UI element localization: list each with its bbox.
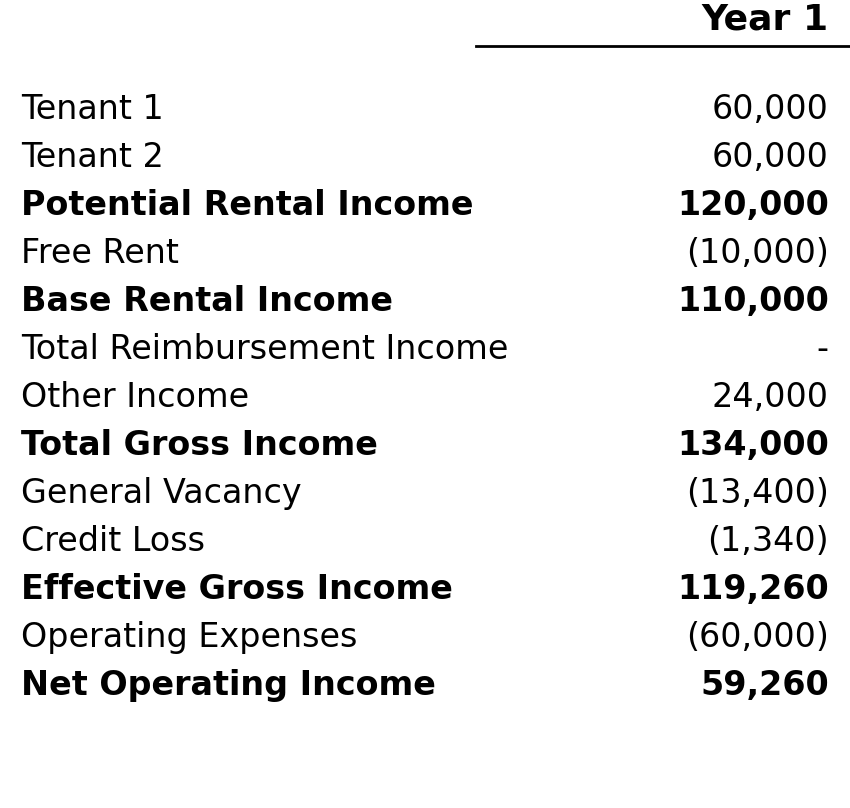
Text: (10,000): (10,000): [686, 237, 829, 270]
Text: 120,000: 120,000: [677, 189, 829, 221]
Text: Base Rental Income: Base Rental Income: [21, 285, 394, 318]
Text: Operating Expenses: Operating Expenses: [21, 621, 358, 654]
Text: Tenant 1: Tenant 1: [21, 93, 164, 125]
Text: (13,400): (13,400): [686, 478, 829, 510]
Text: -: -: [817, 333, 829, 366]
Text: Potential Rental Income: Potential Rental Income: [21, 189, 473, 221]
Text: 60,000: 60,000: [711, 93, 829, 125]
Text: (60,000): (60,000): [686, 621, 829, 654]
Text: Other Income: Other Income: [21, 381, 249, 414]
Text: Total Gross Income: Total Gross Income: [21, 429, 378, 462]
Text: Effective Gross Income: Effective Gross Income: [21, 574, 453, 606]
Text: Tenant 2: Tenant 2: [21, 141, 164, 174]
Text: 60,000: 60,000: [711, 141, 829, 174]
Text: 24,000: 24,000: [711, 381, 829, 414]
Text: Net Operating Income: Net Operating Income: [21, 670, 436, 702]
Text: 59,260: 59,260: [700, 670, 829, 702]
Text: Free Rent: Free Rent: [21, 237, 179, 270]
Text: Credit Loss: Credit Loss: [21, 525, 205, 558]
Text: 110,000: 110,000: [677, 285, 829, 318]
Text: 134,000: 134,000: [677, 429, 829, 462]
Text: General Vacancy: General Vacancy: [21, 478, 302, 510]
Text: Total Reimbursement Income: Total Reimbursement Income: [21, 333, 508, 366]
Text: (1,340): (1,340): [707, 525, 829, 558]
Text: Year 1: Year 1: [701, 2, 829, 36]
Text: 119,260: 119,260: [677, 574, 829, 606]
